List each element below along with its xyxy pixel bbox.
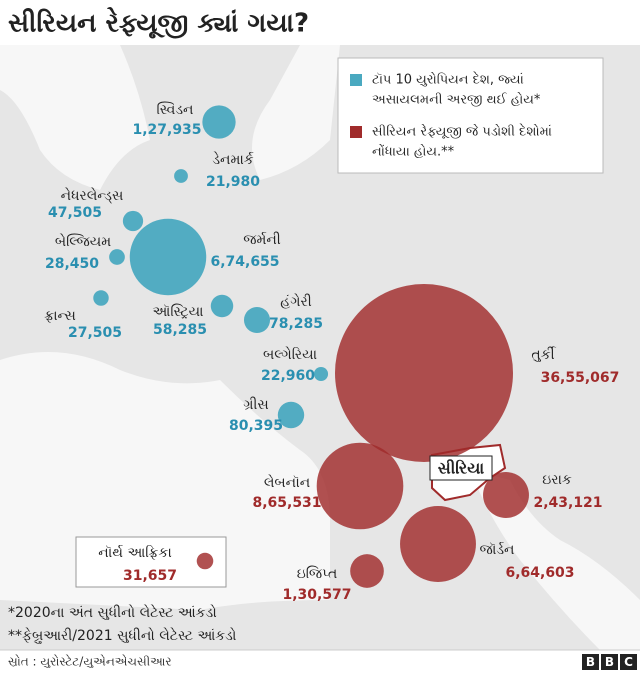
footnote: **ફેબ્રુઆરી/2021 સુધીનો લેટેસ્ટ આંકડો bbox=[8, 627, 236, 644]
value-label: 21,980 bbox=[206, 174, 260, 190]
marks bbox=[93, 105, 529, 588]
value-label: 1,27,935 bbox=[132, 122, 201, 138]
point-name: બલ્ગેરિયા bbox=[263, 346, 317, 363]
point-name: ડેનમાર્ક bbox=[212, 151, 253, 168]
value-label: 2,43,121 bbox=[533, 495, 602, 511]
bubble bbox=[277, 401, 305, 429]
bubble bbox=[210, 294, 234, 318]
bubble bbox=[400, 506, 476, 582]
value-label: 6,64,603 bbox=[505, 565, 574, 581]
title: સીરિયન રેફ્યૂજી ક્યાં ગયા? bbox=[8, 7, 309, 39]
value-label: 31,657 bbox=[123, 568, 177, 584]
bubble bbox=[174, 169, 188, 183]
bubble bbox=[335, 284, 513, 462]
sea bbox=[0, 45, 150, 190]
legend-text: સીરિયન રેફ્યૂજી જે પડોશી દેશોમાં bbox=[372, 123, 552, 140]
value-label: 47,505 bbox=[48, 205, 102, 221]
logo-box bbox=[620, 654, 637, 670]
bubble bbox=[93, 290, 109, 306]
origin-label: સીરિયા bbox=[438, 459, 485, 478]
point-name: હંગેરી bbox=[280, 293, 311, 310]
point-name: ઇજિપ્ત bbox=[297, 566, 338, 582]
value-label: 1,30,577 bbox=[282, 587, 351, 603]
logo-box bbox=[582, 654, 599, 670]
value-label: 58,285 bbox=[153, 322, 207, 338]
point-name: ગ્રીસ bbox=[243, 397, 269, 413]
bubble bbox=[196, 552, 214, 570]
legend-swatch bbox=[350, 126, 362, 138]
bubble bbox=[316, 442, 404, 530]
logo-letter: B bbox=[586, 655, 595, 669]
value-label: 6,74,655 bbox=[210, 254, 279, 270]
bubble bbox=[483, 472, 529, 518]
logo-letter: C bbox=[624, 655, 633, 669]
value-label: 78,285 bbox=[269, 316, 323, 332]
legend-text: અસાયલમની અરજી થઈ હોય* bbox=[372, 92, 541, 108]
point-name: સ્વિડન bbox=[157, 102, 194, 118]
point-name: તુર્કી bbox=[531, 346, 556, 363]
labels: સ્વિડન 1,27,935 ડેનમાર્ક 21,980 નેધરલેન્ડ્સ4… bbox=[44, 102, 619, 603]
value-label: 27,505 bbox=[68, 325, 122, 341]
legend-box bbox=[337, 57, 604, 174]
point-name: ઑસ્ટ્રિયા bbox=[153, 303, 204, 320]
value-label: 80,395 bbox=[229, 418, 283, 434]
logo-letter: B bbox=[605, 655, 614, 669]
point-name: લેબનૉન bbox=[264, 474, 310, 491]
point-name: નૉર્થ આફ્રિકા bbox=[98, 544, 172, 561]
bubble bbox=[122, 210, 144, 232]
legend-swatch bbox=[350, 74, 362, 86]
legend-text: નોંધાયા હોય.** bbox=[372, 144, 455, 160]
bubble bbox=[243, 306, 271, 334]
legend-text: ટૉપ 10 યુરોપિયન દેશ, જ્યાં bbox=[372, 71, 524, 88]
sea bbox=[252, 45, 340, 180]
point-name: બેલ્જિયમ bbox=[55, 233, 111, 250]
source: સ્રોત : યુરોસ્ટેટ/યુએનએચસીઆર bbox=[8, 654, 172, 668]
point-name: ફ્રાન્સ bbox=[44, 308, 76, 324]
bubble bbox=[350, 554, 384, 588]
point-name: જર્મની bbox=[243, 231, 281, 248]
footnote: *2020ના અંત સુધીનો લેટેસ્ટ આંકડો bbox=[8, 604, 217, 621]
bubble bbox=[109, 249, 125, 265]
value-label: 36,55,067 bbox=[541, 370, 620, 386]
bubble bbox=[202, 105, 236, 139]
value-label: 8,65,531 bbox=[252, 495, 321, 511]
point-name: નેધરલેન્ડ્સ bbox=[61, 187, 124, 204]
point-name: જૉર્ડન bbox=[480, 541, 515, 558]
logo-box bbox=[601, 654, 618, 670]
value-label: 28,450 bbox=[45, 256, 99, 272]
origin-box bbox=[429, 455, 493, 481]
point-name: ઇરાક bbox=[542, 472, 572, 488]
value-label: 22,960 bbox=[261, 368, 315, 384]
bubble bbox=[313, 366, 329, 382]
bubble bbox=[129, 218, 207, 296]
